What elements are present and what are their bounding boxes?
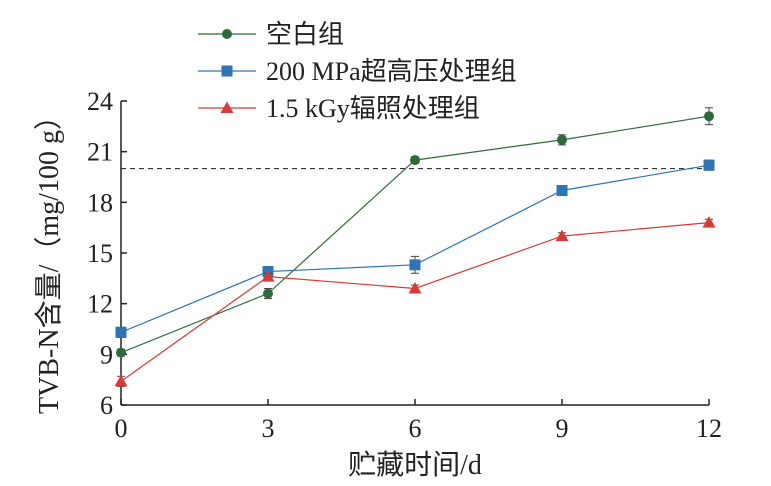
- legend: 空白组 200 MPa超高压处理组 1.5 kGy辐照处理组: [198, 20, 517, 123]
- legend-marker: [221, 65, 233, 77]
- data-point: [114, 374, 128, 387]
- series-2: [115, 159, 715, 338]
- data-point: [261, 270, 275, 282]
- legend-label: 1.5 kGy辐照处理组: [266, 94, 480, 123]
- legend-label: 空白组: [266, 20, 344, 49]
- x-tick-label: 0: [115, 414, 128, 443]
- y-axis-title: TVB-N含量/（mg/100 g）: [33, 102, 65, 414]
- y-tick-label: 21: [87, 138, 113, 167]
- series-line: [120, 222, 710, 382]
- x-axis-title: 贮藏时间/d: [348, 449, 482, 481]
- series-1: [116, 107, 714, 358]
- legend-marker: [220, 101, 234, 113]
- x-tick-label: 12: [696, 414, 722, 443]
- data-point: [410, 155, 420, 166]
- series-3: [114, 216, 716, 387]
- data-point: [555, 229, 569, 242]
- legend-item-3: 1.5 kGy辐照处理组: [198, 94, 480, 123]
- y-tick-label: 12: [87, 290, 113, 319]
- data-point: [409, 259, 421, 271]
- data-point: [263, 288, 273, 299]
- data-point: [408, 281, 422, 294]
- legend-marker: [222, 29, 232, 39]
- y-tick-label: 6: [100, 391, 113, 420]
- legend-label: 200 MPa超高压处理组: [266, 57, 517, 86]
- data-point: [116, 347, 126, 358]
- data-point: [702, 216, 716, 228]
- x-tick-label: 3: [262, 414, 275, 443]
- legend-item-2: 200 MPa超高压处理组: [198, 57, 517, 86]
- series-line: [120, 164, 710, 333]
- x-tick-label: 6: [409, 414, 422, 443]
- y-tick-label: 18: [87, 188, 113, 217]
- data-point: [556, 185, 568, 197]
- y-tick-label: 15: [87, 239, 113, 268]
- y-tick-label: 9: [100, 340, 113, 369]
- data-point: [704, 111, 714, 122]
- data-point: [557, 134, 567, 145]
- data-point: [703, 159, 715, 171]
- legend-item-1: 空白组: [198, 20, 344, 49]
- series-group: [114, 107, 716, 387]
- x-tick-label: 9: [556, 414, 569, 443]
- y-tick-label: 24: [87, 87, 113, 116]
- data-point: [115, 326, 127, 338]
- series-line: [120, 115, 710, 354]
- axes: [120, 101, 709, 406]
